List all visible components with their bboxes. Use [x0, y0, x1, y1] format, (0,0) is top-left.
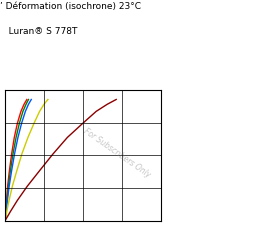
Text: For Subscribers Only: For Subscribers Only [82, 126, 152, 179]
Text: ’ Déformation (isochrone) 23°C: ’ Déformation (isochrone) 23°C [0, 2, 141, 11]
Text: Luran® S 778T: Luran® S 778T [0, 27, 77, 36]
